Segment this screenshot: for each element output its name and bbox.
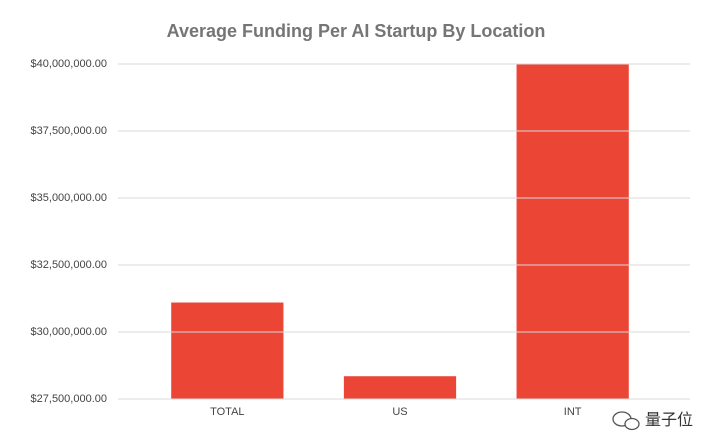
- bar: [343, 376, 457, 399]
- watermark: 量子位: [645, 411, 693, 429]
- x-tick-label: TOTAL: [210, 406, 244, 418]
- watermark-icon: [612, 411, 640, 431]
- bar: [171, 302, 284, 399]
- x-tick-label: US: [392, 406, 407, 418]
- y-tick-label: $27,500,000.00: [31, 393, 107, 405]
- y-tick-label: $37,500,000.00: [31, 125, 107, 137]
- y-tick-label: $32,500,000.00: [31, 259, 107, 271]
- y-tick-label: $35,000,000.00: [31, 192, 107, 204]
- y-tick-label: $30,000,000.00: [31, 326, 107, 338]
- y-tick-label: $40,000,000.00: [31, 58, 107, 70]
- chart-title: Average Funding Per AI Startup By Locati…: [167, 21, 546, 41]
- bar: [516, 64, 629, 399]
- x-tick-label: INT: [564, 406, 582, 418]
